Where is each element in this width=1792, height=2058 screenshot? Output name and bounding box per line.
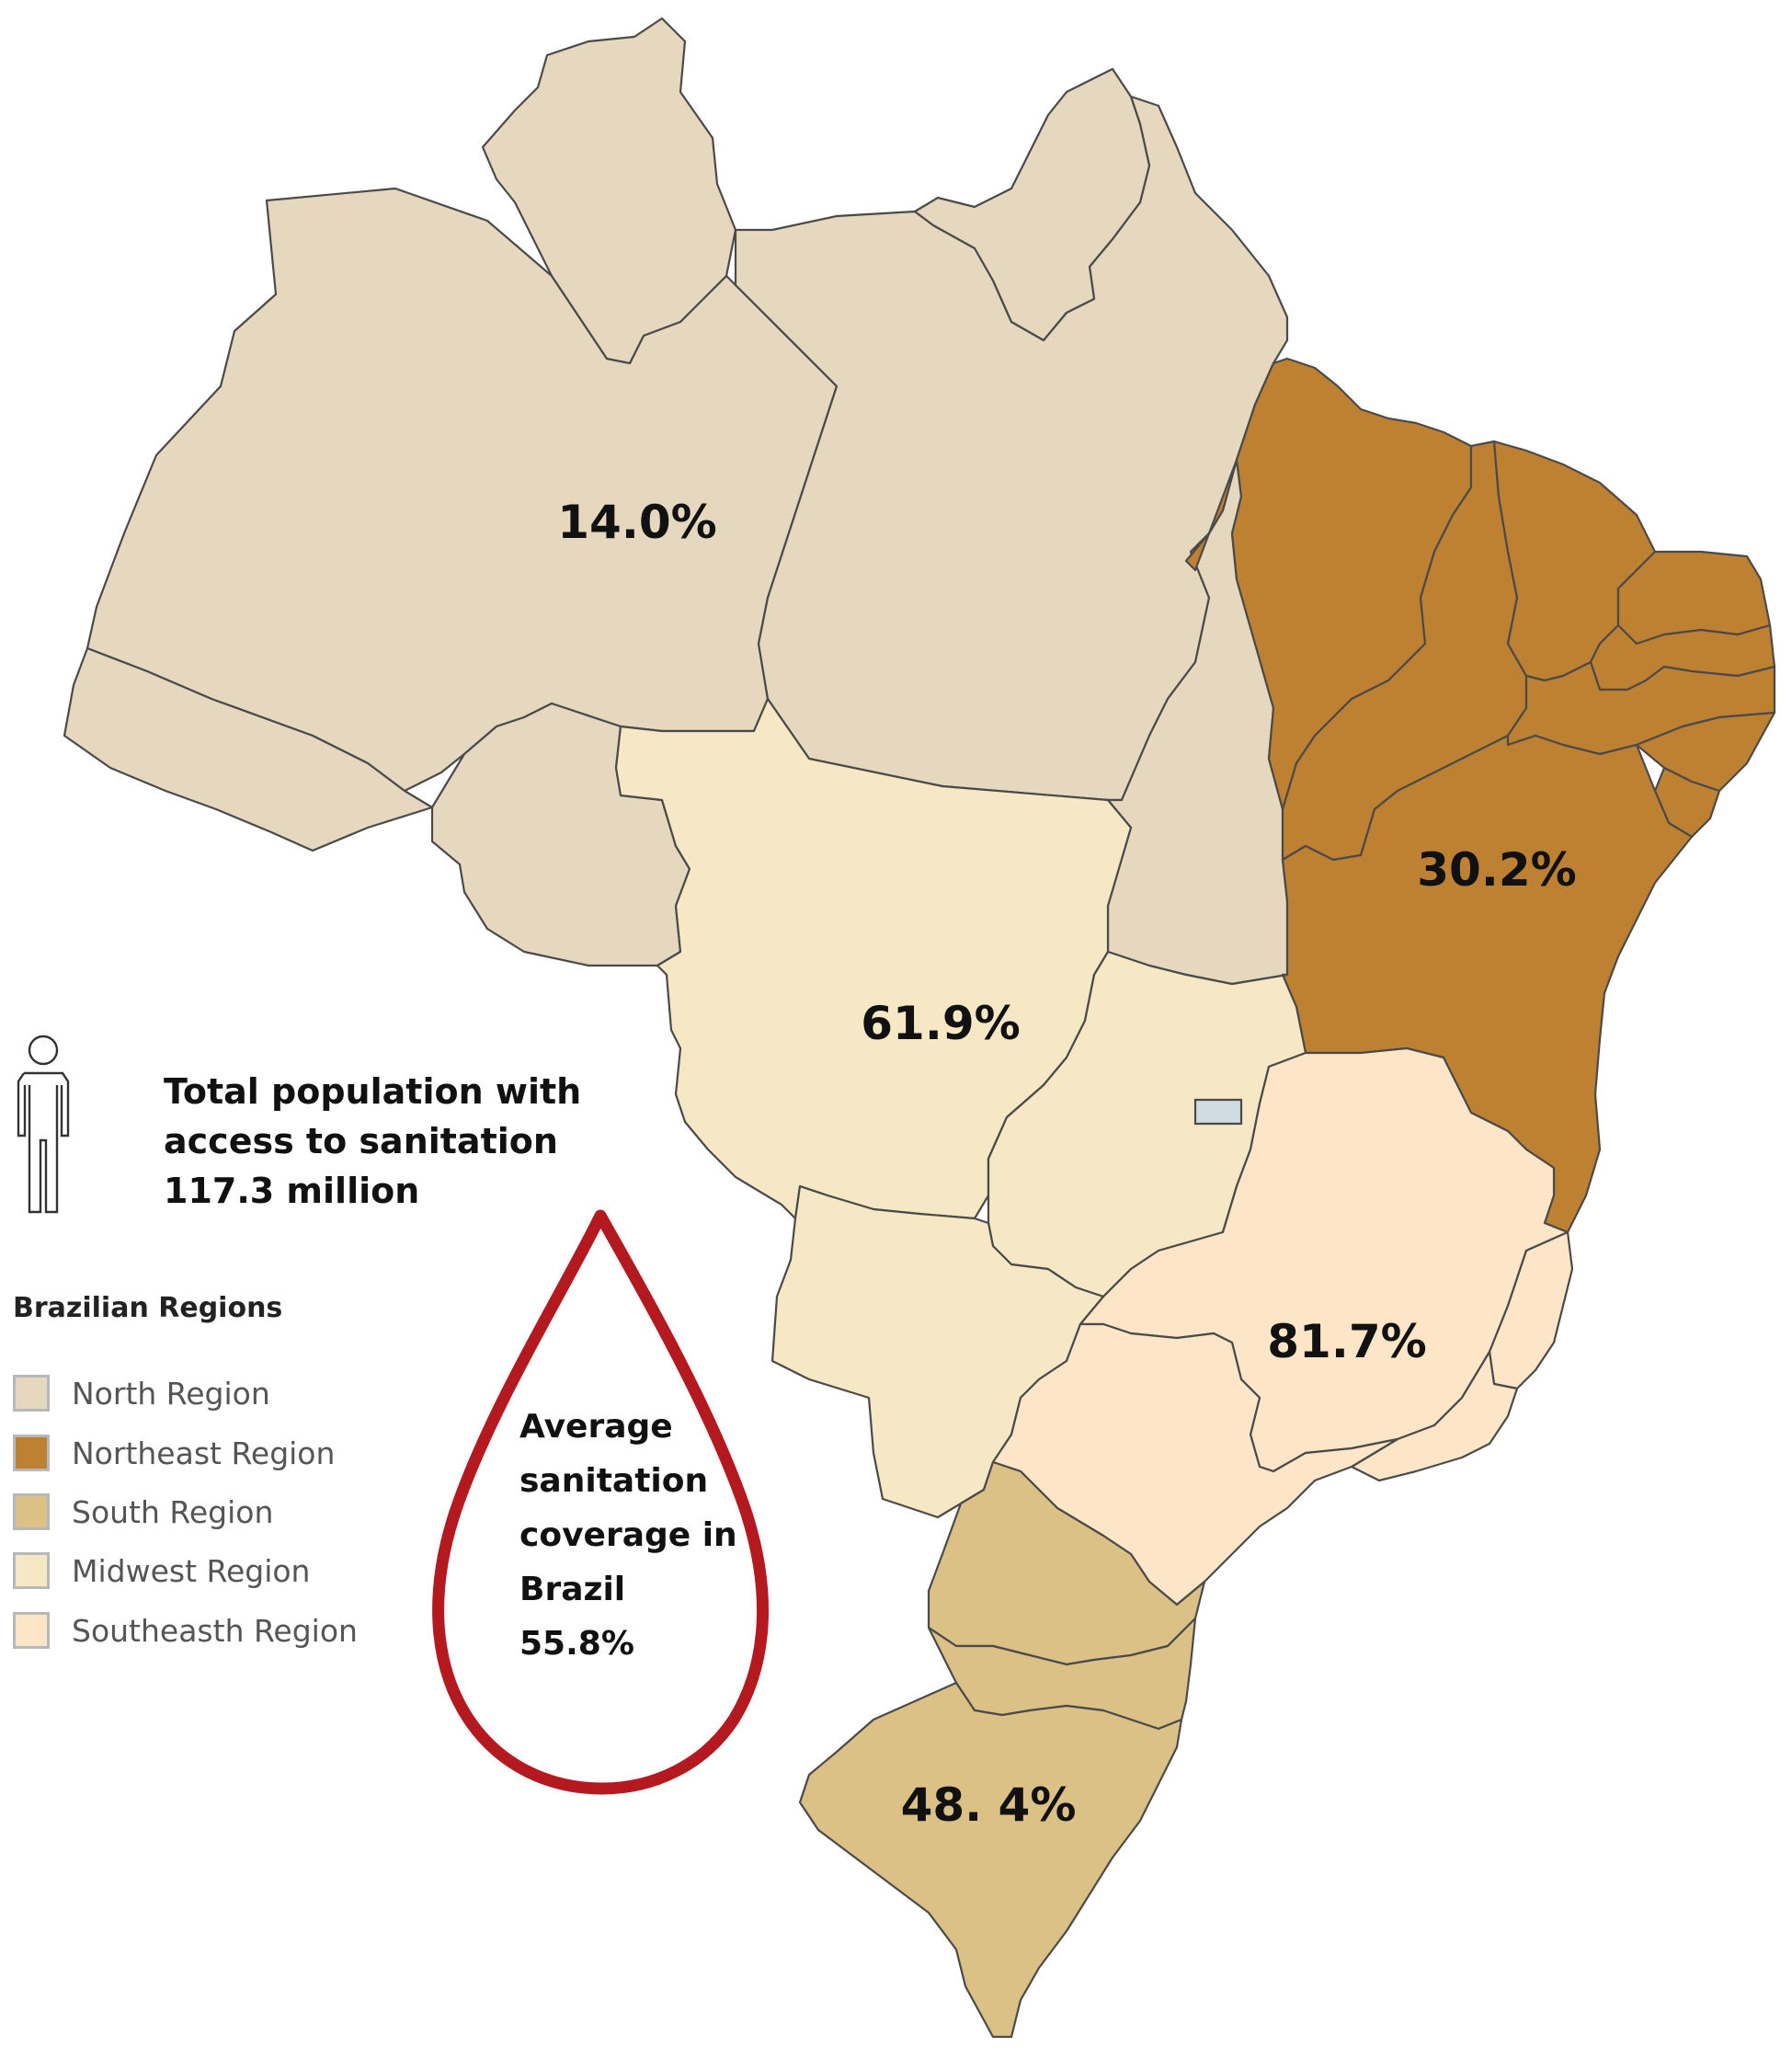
state-amapa xyxy=(913,67,1151,342)
drop-line-2: sanitation xyxy=(519,1462,709,1500)
legend-swatch-midwest xyxy=(13,1552,50,1589)
drop-line-5: 55.8% xyxy=(519,1625,634,1663)
legend-item-north: North Region xyxy=(13,1375,270,1412)
population-line-2: access to sanitation xyxy=(164,1121,558,1161)
legend-title: Brazilian Regions xyxy=(13,1292,283,1324)
legend-label-midwest: Midwest Region xyxy=(72,1552,311,1589)
legend-label-northeast: Northeast Region xyxy=(72,1435,336,1471)
southeast-region xyxy=(991,1046,1574,1606)
north-region xyxy=(63,17,1289,986)
state-rio-grande-do-sul xyxy=(798,1681,1183,2039)
drop-line-4: Brazil xyxy=(519,1571,626,1608)
northeast-region xyxy=(1184,357,1776,1234)
federal-district xyxy=(1193,1098,1243,1126)
legend-label-south: South Region xyxy=(72,1493,274,1530)
midwest-region-value: 61.9% xyxy=(861,997,1020,1050)
midwest-region xyxy=(614,697,1307,1519)
legend-swatch-south xyxy=(13,1493,50,1530)
legend-item-southeast: Southeasth Region xyxy=(13,1612,358,1649)
legend-item-northeast: Northeast Region xyxy=(13,1435,335,1471)
northeast-region-value: 30.2% xyxy=(1417,843,1576,897)
drop-line-3: coverage in xyxy=(519,1516,737,1554)
water-drop-icon xyxy=(432,1209,770,1795)
state-roraima xyxy=(481,17,737,365)
legend-label-north: North Region xyxy=(72,1375,270,1412)
drop-line-1: Average xyxy=(519,1408,673,1446)
southeast-region-value: 81.7% xyxy=(1267,1315,1426,1368)
legend-item-midwest: Midwest Region xyxy=(13,1552,310,1589)
north-region-value: 14.0% xyxy=(557,496,716,549)
legend-label-southeast: Southeasth Region xyxy=(72,1612,358,1649)
state-acre xyxy=(63,646,434,852)
legend-swatch-southeast xyxy=(13,1612,50,1649)
population-summary: Total population with access to sanitati… xyxy=(164,1067,605,1216)
legend-swatch-northeast xyxy=(13,1435,50,1471)
average-coverage-text: Average sanitation coverage in Brazil 55… xyxy=(519,1400,759,1671)
south-region-value: 48. 4% xyxy=(901,1778,1077,1832)
south-region xyxy=(798,1460,1206,2039)
legend-swatch-north xyxy=(13,1375,50,1412)
population-line-3: 117.3 million xyxy=(164,1171,420,1211)
population-line-1: Total population with xyxy=(164,1071,582,1112)
person-icon xyxy=(17,1035,70,1214)
legend-item-south: South Region xyxy=(13,1493,273,1530)
state-espirito-santo xyxy=(1488,1230,1574,1390)
